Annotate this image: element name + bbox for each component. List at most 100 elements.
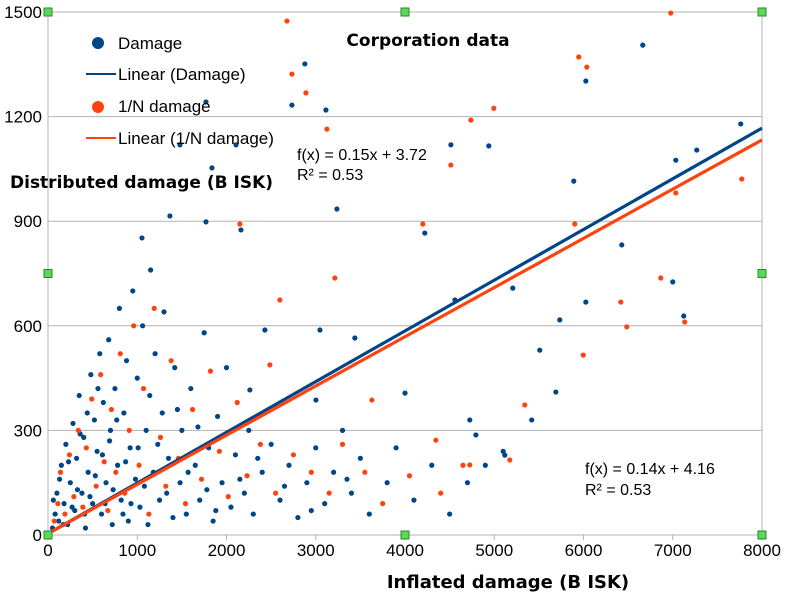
- point-damage: [92, 473, 98, 479]
- x-tick-label: 1000: [118, 541, 156, 560]
- point-damage: [120, 511, 126, 517]
- point-1n-damage: [163, 483, 169, 489]
- point-1n-damage: [580, 352, 586, 358]
- point-1n-damage: [584, 64, 590, 70]
- point-damage: [148, 267, 154, 273]
- point-damage: [467, 417, 473, 423]
- point-damage: [313, 445, 319, 451]
- resize-handle[interactable]: [43, 269, 53, 278]
- point-1n-damage: [198, 476, 205, 482]
- point-damage: [411, 497, 417, 503]
- point-damage: [619, 242, 625, 248]
- y-tick-label: 1200: [4, 108, 42, 127]
- point-damage: [295, 514, 301, 521]
- point-damage: [130, 288, 136, 294]
- point-1n-damage: [522, 402, 528, 408]
- point-1n-damage: [244, 473, 250, 479]
- resize-handle[interactable]: [400, 7, 410, 17]
- point-damage: [164, 490, 170, 496]
- resize-handle[interactable]: [400, 530, 410, 540]
- x-tick-labels: 0 1000 2000 3000 4000 5000 6000 7000 8000: [43, 541, 781, 560]
- point-1n-damage: [284, 18, 290, 24]
- point-damage: [137, 504, 143, 510]
- point-damage: [304, 480, 310, 486]
- point-damage: [159, 410, 165, 416]
- point-damage: [69, 504, 75, 510]
- point-damage: [510, 285, 516, 291]
- point-damage: [73, 455, 80, 461]
- point-damage: [673, 157, 679, 163]
- point-1n-damage: [289, 71, 295, 77]
- chart-title: Corporation data: [346, 31, 509, 51]
- point-1n-damage: [257, 441, 264, 447]
- point-damage: [738, 121, 744, 127]
- point-1n-damage: [62, 511, 68, 517]
- point-damage: [70, 420, 76, 427]
- legend-marker-damage: [92, 37, 104, 49]
- point-damage: [67, 480, 73, 486]
- point-damage: [210, 518, 216, 524]
- point-damage: [185, 469, 191, 475]
- data-points: [49, 10, 745, 531]
- point-damage: [147, 392, 153, 399]
- point-damage: [140, 323, 146, 329]
- point-damage: [313, 397, 319, 403]
- point-damage: [100, 399, 106, 406]
- point-damage: [233, 142, 239, 148]
- trendlines: [47, 126, 763, 536]
- trend-r2-damage: R² = 0.53: [297, 167, 363, 184]
- resize-handle[interactable]: [757, 530, 767, 540]
- point-damage: [500, 448, 506, 454]
- point-1n-damage: [303, 90, 309, 96]
- point-1n-damage: [101, 459, 107, 465]
- point-1n-damage: [55, 501, 61, 507]
- point-damage: [323, 107, 329, 113]
- resize-handle[interactable]: [757, 269, 767, 278]
- point-1n-damage: [146, 511, 152, 517]
- point-damage: [132, 476, 139, 482]
- point-damage: [110, 487, 116, 493]
- point-1n-damage: [308, 469, 314, 475]
- point-damage: [141, 483, 147, 489]
- point-damage: [422, 230, 428, 236]
- point-damage: [84, 410, 90, 416]
- point-damage: [172, 365, 178, 371]
- point-damage: [201, 330, 207, 336]
- point-1n-damage: [108, 406, 114, 413]
- point-damage: [192, 462, 198, 468]
- point-1n-damage: [438, 490, 444, 496]
- x-tick-label: 7000: [654, 541, 692, 560]
- point-damage: [106, 438, 113, 444]
- point-damage: [143, 427, 149, 433]
- resize-handle[interactable]: [757, 7, 767, 17]
- legend-marker-1n-damage: [92, 101, 104, 113]
- point-1n-damage: [93, 483, 99, 489]
- point-damage: [128, 501, 134, 507]
- point-damage: [81, 434, 87, 440]
- point-damage: [203, 219, 209, 225]
- point-damage: [118, 497, 124, 503]
- point-1n-damage: [332, 275, 338, 281]
- point-damage: [571, 178, 577, 184]
- point-damage: [61, 501, 67, 507]
- point-1n-damage: [290, 452, 297, 458]
- point-1n-damage: [362, 469, 368, 475]
- trendline-damage: [47, 126, 763, 536]
- point-damage: [74, 487, 81, 493]
- point-1n-damage: [66, 452, 73, 458]
- selection-handles[interactable]: [43, 7, 767, 540]
- point-1n-damage: [126, 427, 132, 433]
- point-damage: [232, 452, 239, 458]
- point-damage: [179, 427, 185, 433]
- point-1n-damage: [420, 221, 426, 227]
- point-1n-damage: [57, 469, 64, 475]
- resize-handle[interactable]: [43, 530, 53, 540]
- point-1n-damage: [140, 385, 147, 392]
- resize-handle[interactable]: [43, 7, 53, 17]
- point-1n-damage: [105, 507, 111, 514]
- point-damage: [177, 480, 183, 486]
- y-tick-label: 1500: [4, 3, 42, 22]
- point-1n-damage: [658, 275, 664, 281]
- point-damage: [170, 514, 176, 521]
- point-1n-damage: [576, 54, 582, 60]
